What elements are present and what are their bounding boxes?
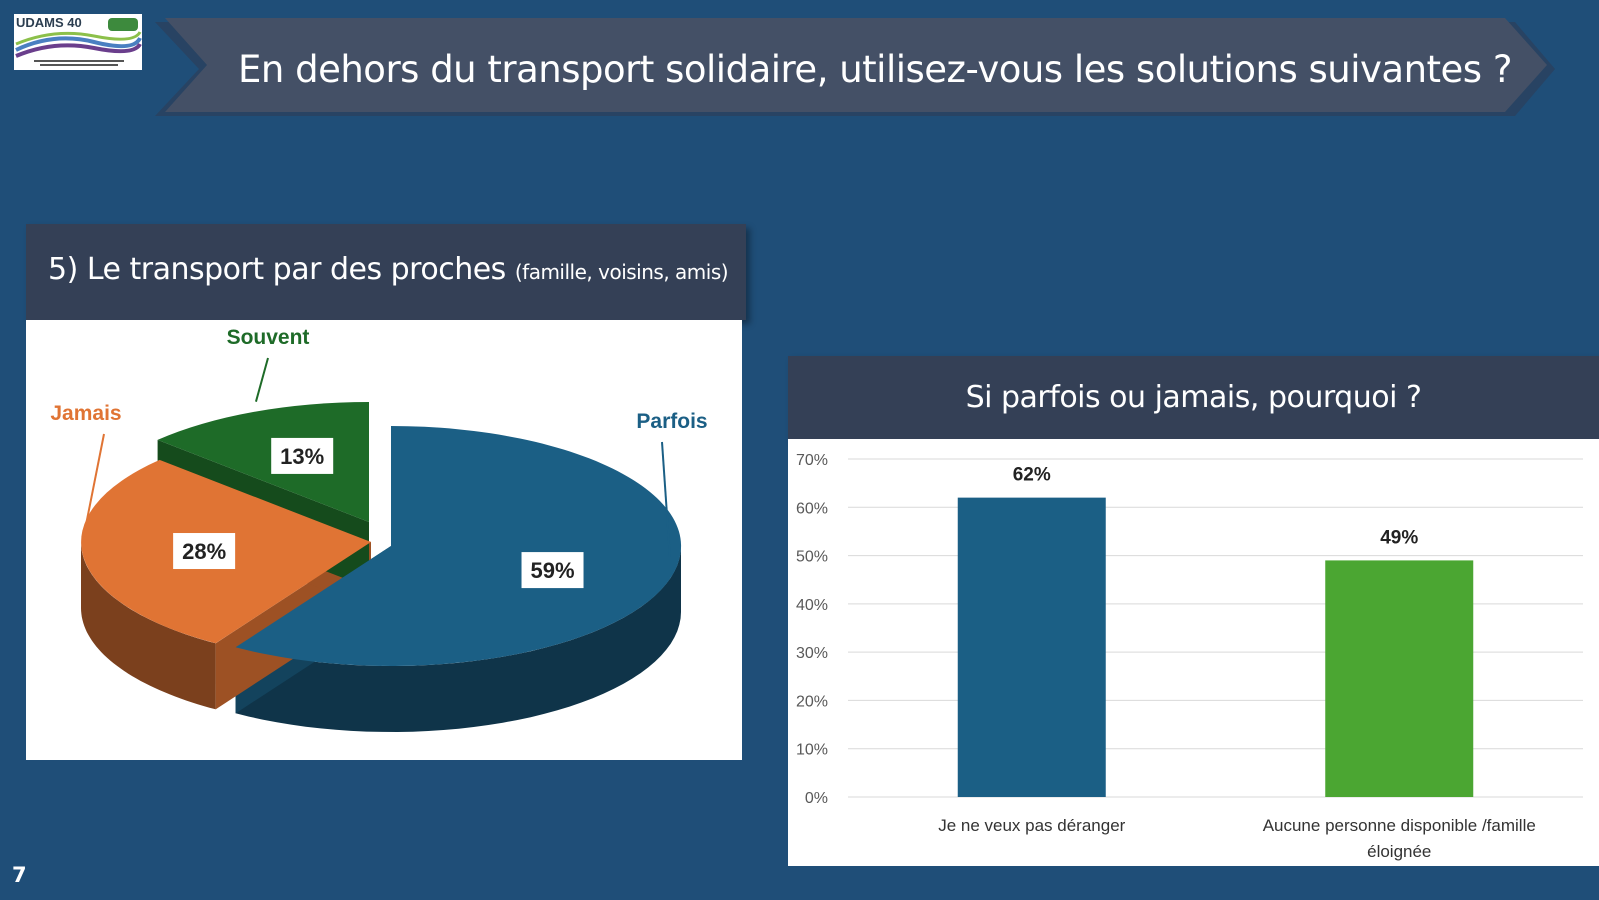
pie-panel-title: 5) Le transport par des proches (famille… <box>48 252 729 287</box>
x-category-label: éloignée <box>1367 842 1431 861</box>
x-category-label: Aucune personne disponible /famille <box>1263 816 1536 835</box>
bar-panel-header: Si parfois ou jamais, pourquoi ? <box>788 356 1599 439</box>
page-title: En dehors du transport solidaire, utilis… <box>238 47 1512 91</box>
logo-text: UDAMS 40 <box>16 15 82 30</box>
pie-value-label-jamais: 28% <box>182 539 226 564</box>
pie-slice-parfois <box>235 426 682 666</box>
pie-leader-souvent <box>254 357 269 402</box>
pie-value-label-souvent: 13% <box>280 444 324 469</box>
y-tick-label: 70% <box>796 452 828 469</box>
y-tick-label: 30% <box>796 645 828 662</box>
x-category-label: Je ne veux pas déranger <box>938 816 1125 835</box>
pie-leader-jamais <box>82 433 105 537</box>
pie-slice-side-jamais <box>81 542 216 710</box>
bar-chart-panel: 0% 10% 20% 30% 40% 50% 60% 70% 62% Je ne veux pas… <box>788 439 1599 866</box>
pie-value-label-parfois: 59% <box>530 558 574 583</box>
bar-value-label: 62% <box>1013 465 1051 486</box>
pie-chart-panel: 59% Parfois 28% Jamais 13% Souvent <box>26 320 742 760</box>
pie-slice-souvent <box>157 402 369 522</box>
bar-panel-title: Si parfois ou jamais, pourquoi ? <box>965 380 1422 415</box>
pie-slice-side-parfois <box>235 546 681 732</box>
pie-chart: 59% Parfois 28% Jamais 13% Souvent <box>50 326 708 732</box>
y-tick-label: 10% <box>796 742 828 759</box>
bar-chart: 0% 10% 20% 30% 40% 50% 60% 70% 62% Je ne veux pas… <box>796 452 1583 861</box>
pie-panel-title-main: 5) Le transport par des proches <box>48 252 506 287</box>
y-tick-label: 50% <box>796 549 828 566</box>
bar-value-label: 49% <box>1380 527 1418 548</box>
y-tick-label: 40% <box>796 597 828 614</box>
logo-graphic <box>15 18 142 66</box>
pie-value-box-parfois <box>521 552 584 589</box>
pie-category-label-souvent: Souvent <box>227 326 310 349</box>
y-tick-label: 20% <box>796 693 828 710</box>
y-tick-label: 0% <box>805 790 828 807</box>
pie-category-label-jamais: Jamais <box>50 402 121 425</box>
pie-category-label-parfois: Parfois <box>636 410 707 433</box>
pie-panel-title-sub: (famille, voisins, amis) <box>514 260 729 284</box>
title-banner <box>155 18 1555 116</box>
udams-logo: UDAMS 40 <box>14 14 142 70</box>
bar <box>957 497 1106 797</box>
pie-value-box-souvent <box>271 437 334 474</box>
bar <box>1325 560 1474 797</box>
page-number: 7 <box>12 863 27 887</box>
y-tick-label: 60% <box>796 500 828 517</box>
pie-panel-header: 5) Le transport par des proches (famille… <box>26 224 746 320</box>
pie-leader-parfois <box>661 441 671 557</box>
pie-value-box-jamais <box>173 533 236 570</box>
